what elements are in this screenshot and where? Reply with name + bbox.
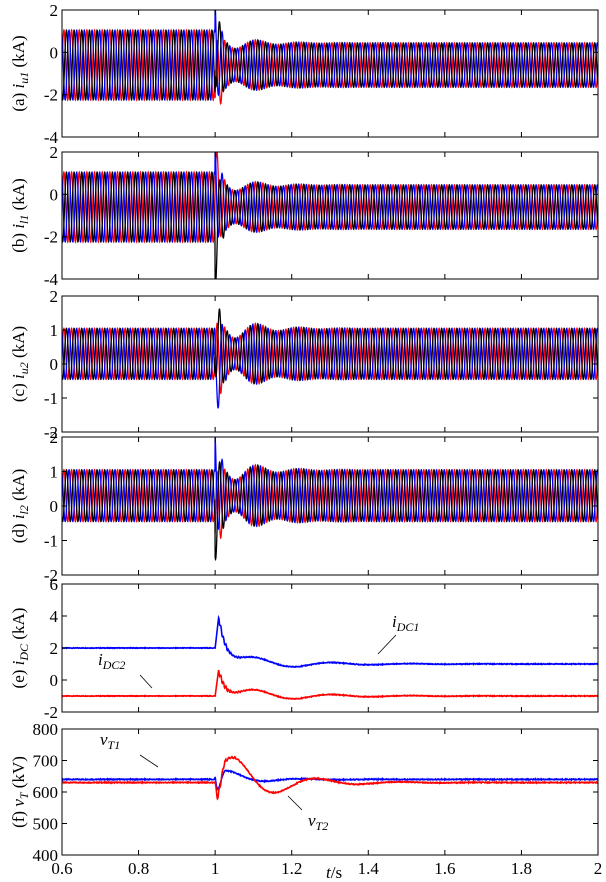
series-line-f-1 [62, 755, 598, 801]
label-vt2: vT2 [308, 811, 328, 833]
series-line-e-1 [62, 669, 598, 701]
y-tick-label-a: 2 [50, 1, 59, 20]
series-line-d-2 [62, 460, 598, 562]
x-tick-label: 0.8 [128, 859, 149, 878]
series-line-e-0 [62, 614, 598, 669]
panel-b: -4 -2 0 2 (b) il1 (kA) [9, 143, 599, 289]
panel-e: -2 0 2 4 6 (e) iDC (kA) [9, 575, 599, 722]
y-tick-label-e: -2 [44, 703, 58, 722]
y-tick-label-d: 0 [50, 497, 59, 516]
y-tick-label-b: -4 [44, 270, 59, 289]
x-tick-label: 1.4 [358, 859, 380, 878]
label-idc2: iDC2 [98, 650, 125, 672]
x-tick-label: 1.2 [281, 859, 302, 878]
y-axis-label-c: (c) iu2 (kA) [9, 326, 31, 402]
y-tick-label-a: -4 [44, 128, 59, 147]
panel-d: -2 -1 0 1 2 (d) il2 (kA) [9, 428, 599, 585]
x-tick-label: 1.6 [434, 859, 455, 878]
y-axis-label-f: (f) vT (kV) [9, 756, 31, 828]
panel-c: -2 -1 0 1 2 (c) iu2 (kA) [9, 287, 599, 442]
plot-frame-b [61, 151, 599, 280]
pointer-vt1 [139, 754, 159, 768]
y-tick-label-a: 0 [50, 43, 59, 62]
y-tick-label-c: 0 [50, 355, 59, 374]
series-line-c-0 [62, 322, 598, 395]
pointer-vt2 [287, 795, 303, 811]
panels: -4 -2 0 2 (a) iu1 (kA) -4 -2 0 2 (b) il1 (kA) -2 -1… [9, 1, 602, 878]
y-tick-label-f: 800 [33, 720, 59, 739]
y-tick-label-b: 2 [50, 143, 59, 162]
y-tick-label-b: -2 [44, 228, 58, 247]
x-tick-label: 0.6 [51, 859, 72, 878]
y-axis-label-d: (d) il2 (kA) [9, 469, 31, 544]
y-tick-label-d: -2 [44, 566, 58, 585]
label-idc1: iDC1 [392, 612, 419, 634]
series-group-c [62, 308, 598, 409]
y-tick-label-f: 700 [33, 752, 59, 771]
x-tick-label: 1.8 [511, 859, 532, 878]
series-group-b [62, 152, 598, 279]
series-line-d-0 [62, 463, 598, 540]
x-tick-label: 2 [594, 859, 603, 878]
y-tick-label-f: 600 [33, 783, 59, 802]
y-axis-label-a: (a) iu1 (kA) [9, 35, 31, 111]
plot-frame-f [61, 728, 599, 856]
pointer-idc1 [377, 634, 397, 655]
x-tick-label: 1 [211, 859, 220, 878]
series-line-c-2 [62, 308, 598, 385]
series-line-a-0 [62, 28, 598, 106]
y-tick-label-e: 4 [50, 607, 59, 626]
series-group-a [62, 10, 598, 106]
y-tick-label-d: 2 [50, 428, 59, 447]
series-group-e [62, 614, 598, 701]
series-line-b-0 [62, 152, 598, 244]
y-tick-label-b: 0 [50, 185, 59, 204]
y-tick-label-c: -1 [44, 389, 58, 408]
pointer-idc2 [139, 674, 153, 689]
y-tick-label-e: 0 [50, 671, 59, 690]
series-group-d [62, 437, 598, 562]
panel-f: 400 500 600 700 800 0.6 0.8 1 1.2 1.4 1.6 1.8 2 (f) v… [9, 720, 602, 878]
series-line-b-2 [62, 171, 598, 279]
series-line-a-1 [62, 10, 598, 101]
y-tick-label-c: 1 [50, 321, 59, 340]
y-tick-label-e: 6 [50, 575, 59, 594]
y-tick-label-e: 2 [50, 639, 59, 658]
y-tick-label-c: -2 [44, 423, 58, 442]
y-tick-label-d: 1 [50, 463, 59, 482]
y-tick-label-f: 400 [33, 846, 59, 865]
y-tick-label-a: -2 [44, 86, 58, 105]
series-group-f [62, 755, 598, 801]
y-tick-label-d: -1 [44, 532, 58, 551]
y-axis-label-b: (b) il1 (kA) [9, 178, 31, 253]
series-line-d-1 [62, 437, 598, 531]
series-line-c-1 [62, 323, 598, 409]
panel-a: -4 -2 0 2 (a) iu1 (kA) [9, 1, 599, 147]
plot-frame-a [61, 9, 599, 138]
series-line-a-2 [62, 20, 598, 101]
y-axis-label-e: (e) iDC (kA) [9, 608, 31, 689]
series-line-b-1 [62, 152, 598, 243]
label-vt1: vT1 [100, 730, 120, 752]
x-axis-label: t/s [326, 863, 342, 882]
y-tick-label-c: 2 [50, 287, 59, 306]
y-tick-label-f: 500 [33, 815, 59, 834]
